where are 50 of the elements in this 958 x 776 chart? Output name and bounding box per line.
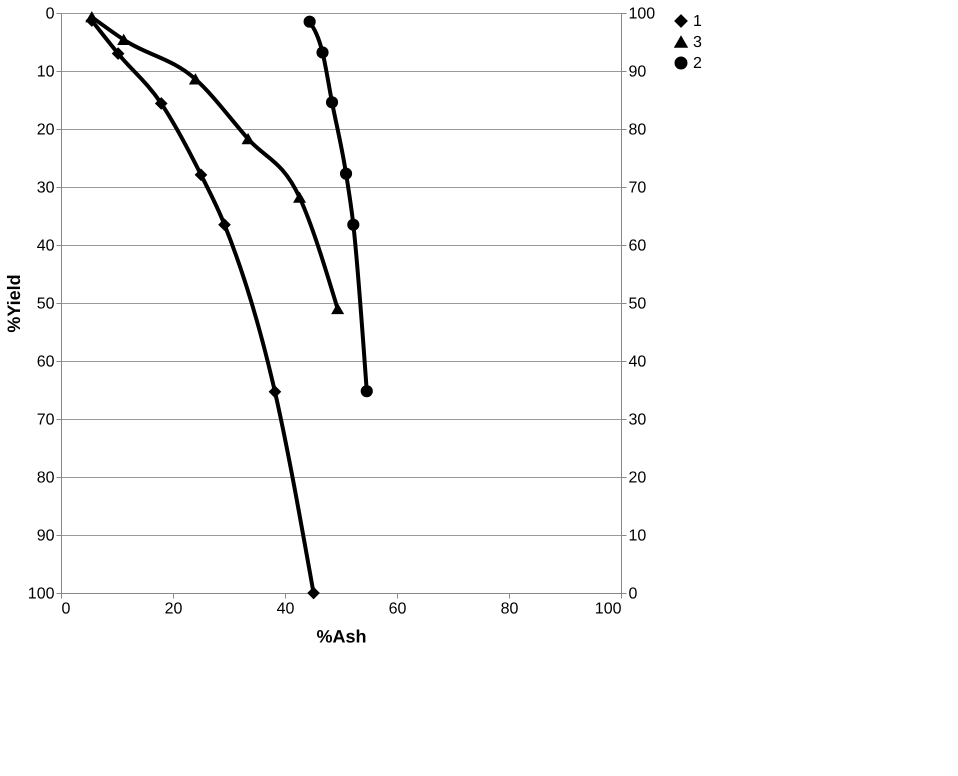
point [307, 586, 320, 600]
y-axis-title: %Yield [4, 274, 24, 333]
y-tick-label: 60 [36, 354, 55, 370]
y-tick-label: 70 [36, 412, 55, 428]
y2-tick-label: 60 [628, 238, 646, 254]
point [218, 218, 231, 231]
y-tick-label: 100 [28, 586, 55, 602]
y-tick-label: 90 [36, 528, 55, 544]
point [268, 386, 281, 398]
x-tick-label: 60 [388, 600, 406, 618]
point [316, 46, 329, 59]
y-tick-label: 10 [36, 64, 55, 80]
y2-tick-label: 0 [628, 586, 638, 602]
point [332, 303, 344, 314]
y-tick-label: 40 [36, 238, 55, 254]
legend-label: 3 [693, 34, 702, 51]
point [242, 134, 254, 144]
y2-tick-label: 100 [628, 6, 656, 22]
point [112, 48, 124, 60]
y2-tick-label: 20 [628, 470, 646, 486]
point [194, 168, 208, 181]
x-tick-label: 40 [276, 600, 294, 618]
y2-tick-label: 80 [628, 122, 646, 138]
point [360, 385, 373, 398]
y2-tick-label: 10 [628, 528, 646, 544]
y-tick-label: 0 [46, 6, 55, 22]
y2-tick-label: 90 [628, 64, 646, 80]
point [118, 34, 130, 46]
x-tick-label: 100 [594, 600, 622, 618]
point [326, 96, 338, 108]
y2-tick-label: 30 [628, 412, 646, 428]
point [347, 218, 360, 231]
point [189, 74, 202, 84]
legend-label: 2 [693, 55, 702, 72]
x-axis-title: %Ash [316, 626, 367, 646]
point [304, 16, 316, 28]
x-tick-label: 20 [164, 600, 182, 618]
y-tick-label: 50 [36, 296, 55, 312]
point [293, 192, 306, 203]
x-tick-label: 80 [500, 600, 518, 618]
point [340, 168, 352, 180]
y2-tick-label: 70 [628, 180, 646, 196]
legend-label: 1 [693, 13, 702, 30]
x-tick-label: 0 [62, 600, 70, 618]
y-tick-label: 30 [36, 180, 55, 196]
y-tick-label: 20 [36, 122, 55, 138]
y2-tick-label: 50 [628, 296, 646, 312]
y-tick-label: 80 [36, 470, 55, 486]
y2-tick-label: 40 [628, 354, 646, 370]
point [155, 97, 168, 110]
